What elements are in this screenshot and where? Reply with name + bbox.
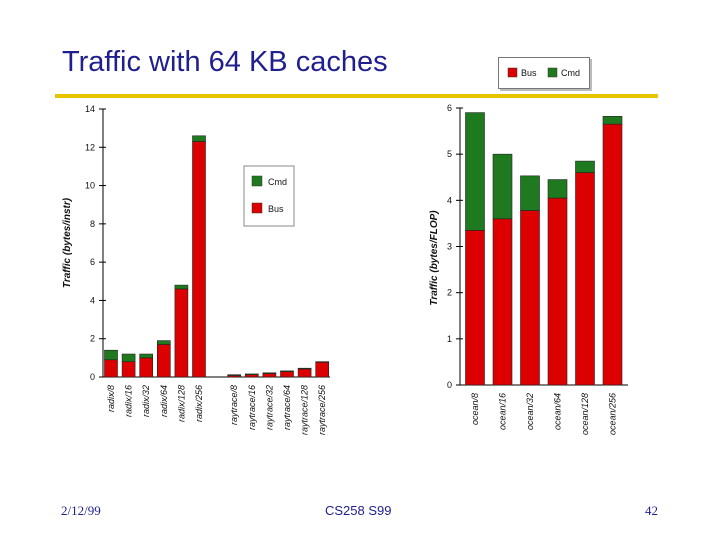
right-y-axis-label: Traffic (bytes/FLOP) [429,210,440,306]
left-bar-bus [104,359,118,378]
right-bar-cmd [520,175,540,211]
left-x-tick-label: radix/32 [141,385,151,417]
right-bar-cmd [465,112,485,231]
cmd-legend-label: Cmd [268,177,287,187]
left-y-tick-label: 2 [90,334,95,344]
footer-page-number: 42 [645,503,658,518]
left-x-tick-label: raytrace/32 [264,385,274,430]
right-y-tick-label: 4 [447,195,452,205]
left-bar-bus [280,371,294,378]
right-bar-cmd [575,160,595,173]
left-bar-cmd [315,361,330,363]
left-bar-cmd [174,284,189,290]
left-x-tick-label: raytrace/64 [282,385,292,430]
left-bar-bus [157,344,171,378]
left-bar-cmd [139,353,153,359]
left-bar-bus [192,141,206,378]
right-x-tick-label: ocean/256 [608,393,618,435]
right-bar-cmd [492,153,513,220]
left-x-tick-label: raytrace/256 [317,385,327,435]
right-bar-bus [465,230,485,386]
left-bar-bus [262,373,277,378]
right-y-tick-label: 1 [447,334,452,344]
footer-date: 2/12/99 [61,503,101,518]
left-x-tick-label: raytrace/16 [247,385,257,430]
left-y-tick-label: 10 [85,181,95,191]
left-bar-cmd [192,135,206,142]
right-y-tick-label: 3 [447,242,452,252]
left-y-tick-label: 6 [90,257,95,267]
left-chart-legend: Cmd Bus [243,165,295,227]
left-x-tick-label: radix/64 [159,385,169,417]
cmd-legend-swatch [547,67,558,78]
left-bar-cmd [262,372,277,374]
left-bar-cmd [121,353,136,362]
left-y-tick-label: 8 [90,219,95,229]
right-y-tick-label: 0 [447,380,452,390]
left-y-axis-label: Traffic (bytes/instr) [62,197,73,288]
slide-title: Traffic with 64 KB caches [62,46,388,78]
bus-legend-swatch [507,67,518,78]
right-bar-bus [492,218,513,386]
right-bar-bus [520,210,540,386]
left-bar-cmd [245,373,259,376]
left-bar-cmd [104,349,118,361]
left-bar-bus [139,357,153,378]
cmd-legend-swatch [251,175,263,187]
left-bar-bus [227,375,241,378]
left-x-tick-label: radix/128 [176,385,186,422]
left-y-tick-label: 14 [85,104,95,114]
right-y-tick-label: 2 [447,288,452,298]
right-chart-legend: Bus Cmd [498,57,590,89]
bus-legend-swatch [251,202,263,214]
right-x-tick-label: ocean/16 [498,393,508,430]
right-y-tick-label: 5 [447,149,452,159]
left-bar-bus [121,361,136,378]
right-bar-cmd [547,179,568,199]
right-bar-bus [602,123,623,386]
cmd-legend-label: Cmd [561,68,580,78]
right-x-tick-label: ocean/32 [525,393,535,430]
right-bar-bus [575,172,595,386]
left-x-tick-label: radix/256 [194,385,204,422]
left-y-tick-label: 0 [90,372,95,382]
left-x-tick-label: radix/16 [124,385,134,417]
left-bar-cmd [227,374,241,376]
right-y-tick-label: 6 [447,103,452,113]
bus-legend-label: Bus [521,68,537,78]
left-bar-bus [297,368,312,378]
left-x-tick-label: raytrace/128 [300,385,310,435]
left-bar-cmd [280,370,294,372]
right-x-tick-label: ocean/128 [580,393,590,435]
left-y-tick-label: 4 [90,295,95,305]
left-bar-cmd [297,367,312,370]
right-x-tick-label: ocean/8 [470,393,480,425]
bus-legend-label: Bus [268,204,284,214]
title-underline [55,94,658,98]
right-bar-bus [547,197,568,386]
left-x-tick-label: radix/8 [106,385,116,412]
right-x-tick-label: ocean/64 [553,393,563,430]
left-bar-bus [174,288,189,378]
footer-course: CS258 S99 [325,503,392,518]
left-bar-bus [315,361,330,378]
left-x-tick-label: raytrace/8 [229,385,239,425]
left-bar-bus [245,374,259,378]
left-bar-cmd [157,340,171,345]
right-bar-cmd [602,116,623,125]
left-y-tick-label: 12 [85,142,95,152]
